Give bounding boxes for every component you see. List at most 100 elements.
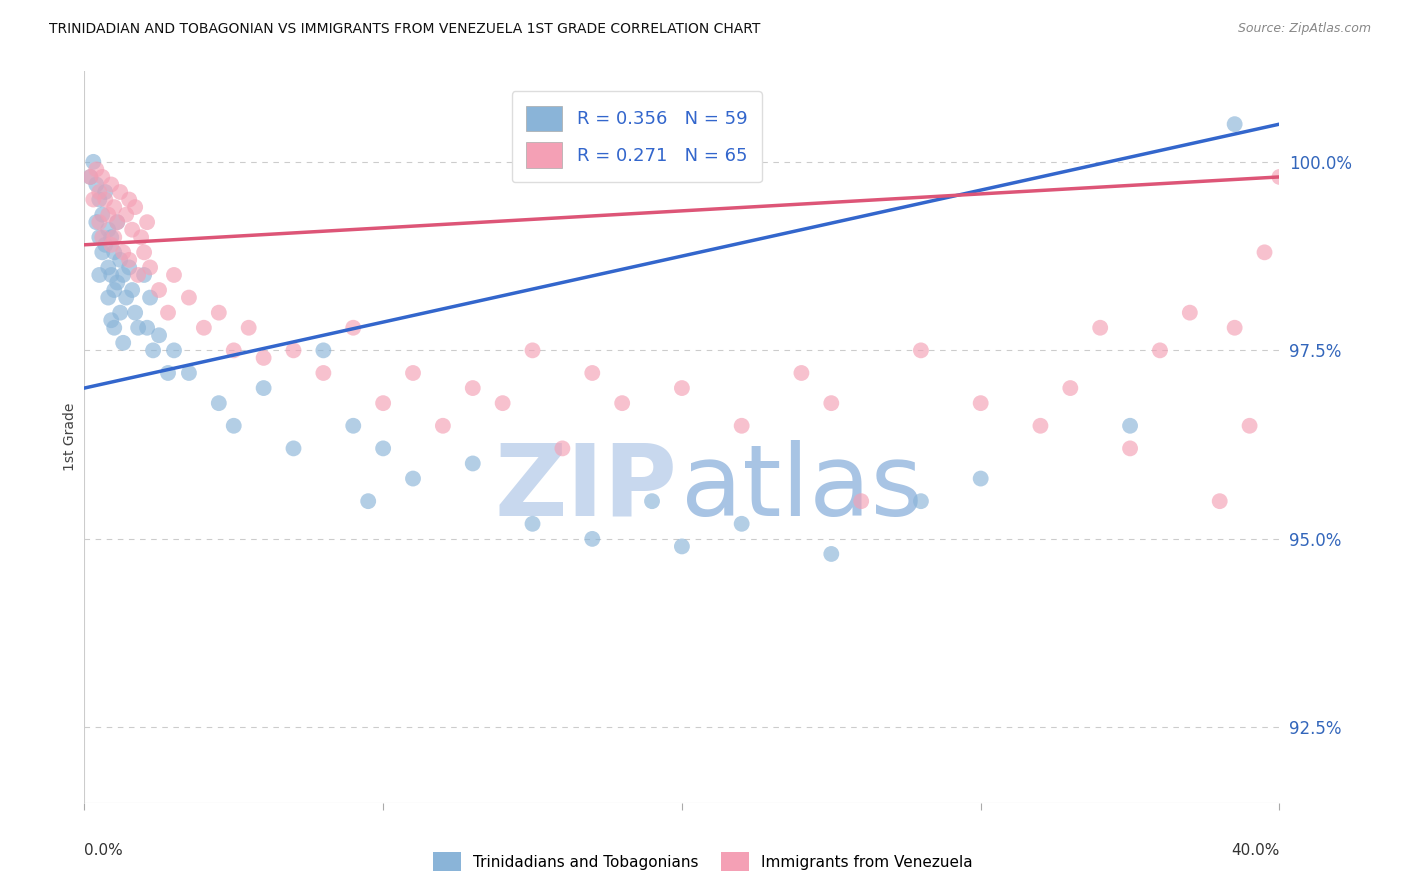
Point	[91, 169, 114, 184]
Point	[1119, 418, 1142, 433]
Point	[91, 245, 114, 260]
Point	[522, 516, 544, 531]
Point	[91, 230, 114, 244]
Point	[100, 178, 122, 192]
Point	[91, 208, 114, 222]
Point	[910, 343, 932, 358]
Point	[86, 178, 108, 192]
Point	[103, 230, 125, 244]
Point	[82, 154, 104, 169]
Point	[94, 193, 117, 207]
Point	[148, 328, 170, 343]
Point	[100, 237, 122, 252]
Point	[118, 193, 141, 207]
Point	[97, 223, 120, 237]
Point	[1029, 418, 1052, 433]
Point	[1090, 320, 1112, 334]
Point	[461, 381, 484, 395]
Point	[148, 283, 170, 297]
Point	[157, 366, 180, 380]
Point	[1059, 381, 1081, 395]
Point	[124, 200, 146, 214]
Point	[163, 343, 186, 358]
Point	[208, 396, 231, 410]
Point	[432, 418, 454, 433]
Point	[136, 215, 159, 229]
Point	[121, 223, 143, 237]
Point	[357, 494, 380, 508]
Point	[1268, 169, 1291, 184]
Point	[103, 283, 125, 297]
Point	[1209, 494, 1232, 508]
Point	[103, 200, 125, 214]
Point	[253, 351, 276, 365]
Legend: R = 0.356   N = 59, R = 0.271   N = 65: R = 0.356 N = 59, R = 0.271 N = 65	[512, 91, 762, 182]
Point	[94, 185, 117, 199]
Point	[1149, 343, 1171, 358]
Point	[283, 343, 305, 358]
Point	[79, 169, 101, 184]
Point	[208, 306, 231, 320]
Point	[163, 268, 186, 282]
Point	[89, 215, 111, 229]
Point	[112, 335, 135, 350]
Point	[86, 215, 108, 229]
Text: atlas: atlas	[681, 440, 922, 537]
Point	[222, 343, 245, 358]
Point	[851, 494, 873, 508]
Point	[118, 252, 141, 267]
Point	[1253, 245, 1275, 260]
Point	[142, 343, 165, 358]
Point	[820, 547, 842, 561]
Point	[373, 442, 395, 456]
Point	[551, 442, 574, 456]
Point	[820, 396, 842, 410]
Point	[79, 169, 101, 184]
Point	[127, 320, 149, 334]
Point	[121, 283, 143, 297]
Point	[581, 532, 603, 546]
Point	[86, 162, 108, 177]
Point	[110, 252, 132, 267]
Point	[970, 396, 993, 410]
Point	[253, 381, 276, 395]
Point	[103, 245, 125, 260]
Point	[110, 185, 132, 199]
Text: Source: ZipAtlas.com: Source: ZipAtlas.com	[1237, 22, 1371, 36]
Point	[112, 245, 135, 260]
Point	[115, 291, 138, 305]
Point	[1239, 418, 1261, 433]
Point	[312, 343, 335, 358]
Point	[970, 471, 993, 485]
Point	[910, 494, 932, 508]
Point	[222, 418, 245, 433]
Point	[522, 343, 544, 358]
Point	[238, 320, 260, 334]
Point	[283, 442, 305, 456]
Point	[373, 396, 395, 410]
Point	[100, 230, 122, 244]
Text: 40.0%: 40.0%	[1232, 843, 1279, 858]
Point	[124, 306, 146, 320]
Text: ZIP: ZIP	[495, 440, 678, 537]
Text: TRINIDADIAN AND TOBAGONIAN VS IMMIGRANTS FROM VENEZUELA 1ST GRADE CORRELATION CH: TRINIDADIAN AND TOBAGONIAN VS IMMIGRANTS…	[49, 22, 761, 37]
Point	[136, 320, 159, 334]
Point	[731, 516, 754, 531]
Point	[100, 313, 122, 327]
Point	[105, 215, 128, 229]
Point	[139, 291, 162, 305]
Point	[94, 237, 117, 252]
Point	[177, 291, 200, 305]
Point	[731, 418, 754, 433]
Point	[132, 268, 156, 282]
Point	[118, 260, 141, 275]
Point	[129, 230, 152, 244]
Point	[139, 260, 162, 275]
Point	[115, 208, 138, 222]
Point	[1119, 442, 1142, 456]
Point	[105, 276, 128, 290]
Point	[110, 306, 132, 320]
Point	[492, 396, 515, 410]
Point	[112, 268, 135, 282]
Point	[461, 457, 484, 471]
